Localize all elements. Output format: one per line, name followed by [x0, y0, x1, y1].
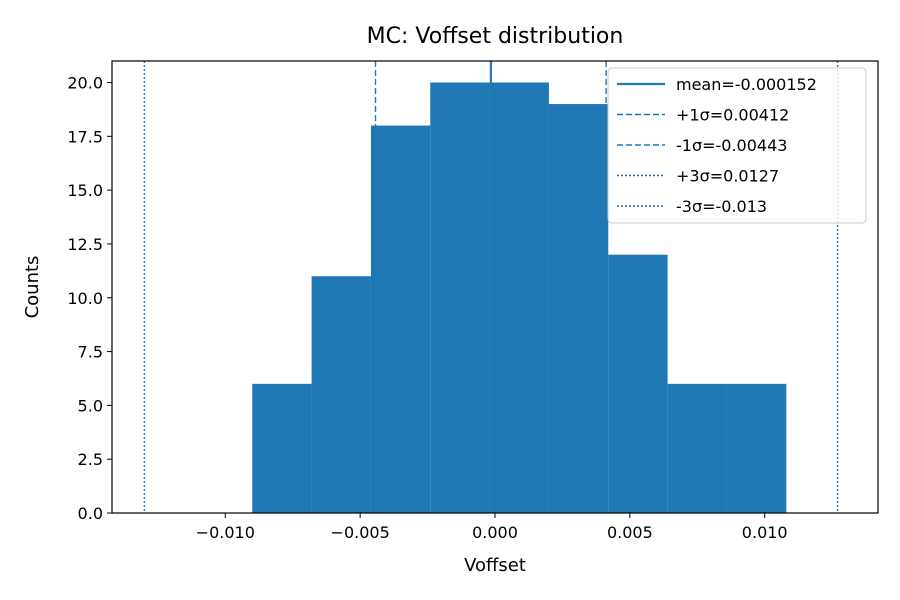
y-tick-label-8: 20.0: [67, 74, 103, 93]
y-tick-label-4: 10.0: [67, 289, 103, 308]
legend-label-2: -1σ=-0.00443: [676, 136, 787, 155]
x-tick-label-2: 0.000: [472, 523, 518, 542]
histogram-bar-4: [489, 82, 549, 514]
histogram-bar-2: [370, 125, 431, 514]
histogram-bar-0: [252, 383, 312, 513]
y-tick-label-0: 0.0: [78, 504, 103, 523]
histogram-bar-3: [430, 82, 490, 514]
legend-label-0: mean=-0.000152: [676, 75, 817, 94]
histogram-bar-8: [726, 383, 787, 513]
histogram-bar-1: [311, 276, 371, 513]
histogram-bars: [252, 82, 787, 514]
histogram-bar-6: [608, 254, 668, 513]
y-tick-label-7: 17.5: [67, 127, 103, 146]
reference-lines: [143, 61, 839, 513]
legend-label-4: -3σ=-0.013: [676, 197, 767, 216]
x-tick-label-0: −0.010: [196, 523, 255, 542]
histogram-bar-5: [548, 104, 609, 514]
chart-title: MC: Voffset distribution: [367, 24, 624, 49]
legend-box: [607, 67, 867, 224]
y-tick-label-5: 12.5: [67, 235, 103, 254]
x-axis-ticks: −0.010 −0.005 0.000 0.005 0.010: [196, 513, 788, 542]
x-tick-label-1: −0.005: [331, 523, 390, 542]
plot-area: [111, 60, 879, 514]
y-axis-ticks: 0.0 2.5 5.0 7.5 10.0 12.5 15.0 17.5 20.0: [67, 74, 112, 523]
legend-label-3: +3σ=0.0127: [676, 167, 779, 186]
y-tick-label-3: 7.5: [78, 343, 103, 362]
y-axis-label: Counts: [22, 256, 43, 319]
x-tick-label-4: 0.010: [742, 523, 788, 542]
legend-label-1: +1σ=0.00412: [676, 106, 789, 125]
y-tick-label-2: 5.0: [78, 396, 103, 415]
y-tick-label-1: 2.5: [78, 450, 103, 469]
y-tick-label-6: 15.0: [67, 181, 103, 200]
legend: mean=-0.000152 +1σ=0.00412 -1σ=-0.00443 +3σ…: [607, 67, 867, 224]
x-axis-label: Voffset: [464, 555, 526, 576]
histogram-bar-7: [667, 383, 727, 513]
x-tick-label-3: 0.005: [607, 523, 653, 542]
